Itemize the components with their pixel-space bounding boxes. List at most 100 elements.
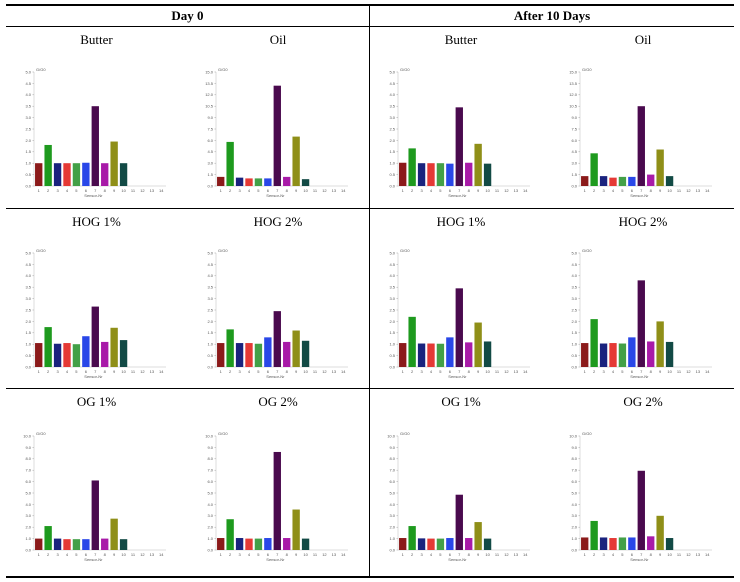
x-tick-label: 5: [621, 552, 624, 557]
x-tick-label: 11: [313, 188, 318, 193]
x-tick-label: 9: [295, 369, 298, 374]
rule-bottom: [6, 576, 734, 578]
bar-sensor-5: [72, 344, 81, 367]
x-axis-label: Sensor-Nr: [630, 374, 649, 379]
y-tick-label: 3.0: [207, 161, 213, 166]
y-tick-label: 4.5: [571, 149, 577, 154]
bar-sensor-9: [292, 330, 300, 367]
bar-sensor-1: [399, 343, 407, 367]
bar-sensor-6: [628, 176, 636, 186]
x-tick-label: 1: [402, 552, 405, 557]
x-tick-label: 8: [286, 369, 289, 374]
y-tick-label: 0.0: [571, 547, 577, 552]
x-tick-label: 11: [313, 552, 318, 557]
bar-sensor-1: [581, 537, 589, 550]
bar-sensor-10: [301, 179, 310, 186]
x-tick-label: 1: [402, 369, 405, 374]
x-axis-label: Sensor-Nr: [630, 193, 649, 198]
x-tick-label: 2: [47, 552, 50, 557]
x-tick-label: 5: [75, 552, 78, 557]
bar-sensor-10: [301, 538, 310, 550]
bar-sensor-2: [590, 319, 598, 367]
y-tick-label: 5.0: [25, 250, 31, 255]
x-tick-label: 4: [430, 188, 433, 193]
bar-sensor-8: [647, 536, 655, 550]
x-axis-label: Sensor-Nr: [448, 557, 467, 562]
y-axis-label: G/G0: [218, 431, 228, 436]
y-tick-label: 0.5: [389, 353, 395, 358]
x-tick-label: 12: [322, 188, 327, 193]
bar-sensor-5: [436, 163, 445, 186]
x-tick-label: 6: [631, 369, 634, 374]
x-tick-label: 3: [420, 188, 423, 193]
y-tick-label: 3.5: [389, 104, 395, 109]
bar-sensor-5: [618, 537, 627, 550]
bar-sensor-7: [455, 288, 463, 367]
y-tick-label: 7.0: [207, 468, 213, 473]
x-tick-label: 14: [705, 188, 710, 193]
x-axis-label: Sensor-Nr: [84, 374, 103, 379]
label-after-og2: OG 2%: [623, 394, 663, 409]
x-tick-label: 11: [313, 369, 318, 374]
y-tick-label: 1.0: [25, 342, 31, 347]
x-tick-label: 9: [295, 552, 298, 557]
x-tick-label: 5: [257, 552, 260, 557]
figure-table: Day 0 After 10 Days Butter Oil Butter Oi…: [6, 4, 734, 578]
y-tick-label: 10.0: [387, 433, 396, 438]
y-tick-label: 3.0: [207, 513, 213, 518]
y-tick-label: 0.0: [207, 364, 213, 369]
bar-sensor-6: [446, 538, 454, 550]
label-day0-hog2: HOG 2%: [253, 214, 303, 229]
x-tick-label: 3: [602, 188, 605, 193]
y-tick-label: 8.0: [389, 456, 395, 461]
x-tick-label: 14: [159, 552, 164, 557]
y-tick-label: 2.5: [25, 126, 31, 131]
bar-sensor-8: [465, 162, 473, 186]
x-tick-label: 14: [159, 369, 164, 374]
y-axis-label: G/G0: [582, 248, 592, 253]
bar-sensor-4: [63, 163, 71, 186]
y-tick-label: 4.0: [25, 502, 31, 507]
y-tick-label: 2.5: [571, 307, 577, 312]
bar-sensor-7: [273, 85, 281, 186]
y-tick-label: 5.0: [389, 250, 395, 255]
y-tick-label: 3.5: [207, 285, 213, 290]
bar-sensor-2: [408, 526, 416, 550]
y-axis-label: G/G0: [582, 431, 592, 436]
bar-sensor-5: [436, 538, 445, 550]
bar-sensor-6: [82, 162, 90, 186]
x-tick-label: 8: [468, 369, 471, 374]
y-tick-label: 1.0: [25, 161, 31, 166]
y-tick-label: 0.0: [389, 547, 395, 552]
bar-sensor-4: [245, 538, 253, 550]
y-tick-label: 1.5: [207, 330, 213, 335]
y-tick-label: 3.5: [571, 285, 577, 290]
x-tick-label: 3: [238, 188, 241, 193]
y-tick-label: 1.5: [389, 330, 395, 335]
y-tick-label: 10.5: [569, 104, 578, 109]
bar-sensor-10: [665, 538, 674, 550]
x-tick-label: 10: [121, 369, 126, 374]
bar-sensor-7: [91, 106, 99, 186]
bar-sensor-7: [637, 470, 645, 550]
x-axis-label: Sensor-Nr: [448, 193, 467, 198]
y-tick-label: 4.5: [207, 262, 213, 267]
x-tick-label: 9: [477, 188, 480, 193]
header-day0: Day 0: [171, 8, 204, 23]
x-tick-label: 11: [677, 188, 682, 193]
y-tick-label: 3.0: [571, 161, 577, 166]
bar-sensor-2: [44, 144, 52, 186]
y-axis-label: G/G0: [218, 67, 228, 72]
bar-sensor-4: [245, 178, 253, 186]
y-tick-label: 0.0: [571, 183, 577, 188]
x-axis-label: Sensor-Nr: [266, 557, 285, 562]
y-tick-label: 4.0: [25, 273, 31, 278]
x-tick-label: 11: [495, 369, 500, 374]
y-tick-label: 0.0: [25, 547, 31, 552]
y-tick-label: 1.5: [25, 149, 31, 154]
y-tick-label: 4.5: [25, 81, 31, 86]
bar-sensor-4: [427, 343, 435, 367]
y-tick-label: 3.5: [389, 285, 395, 290]
bar-sensor-10: [119, 163, 128, 186]
bar-sensor-8: [101, 163, 109, 186]
